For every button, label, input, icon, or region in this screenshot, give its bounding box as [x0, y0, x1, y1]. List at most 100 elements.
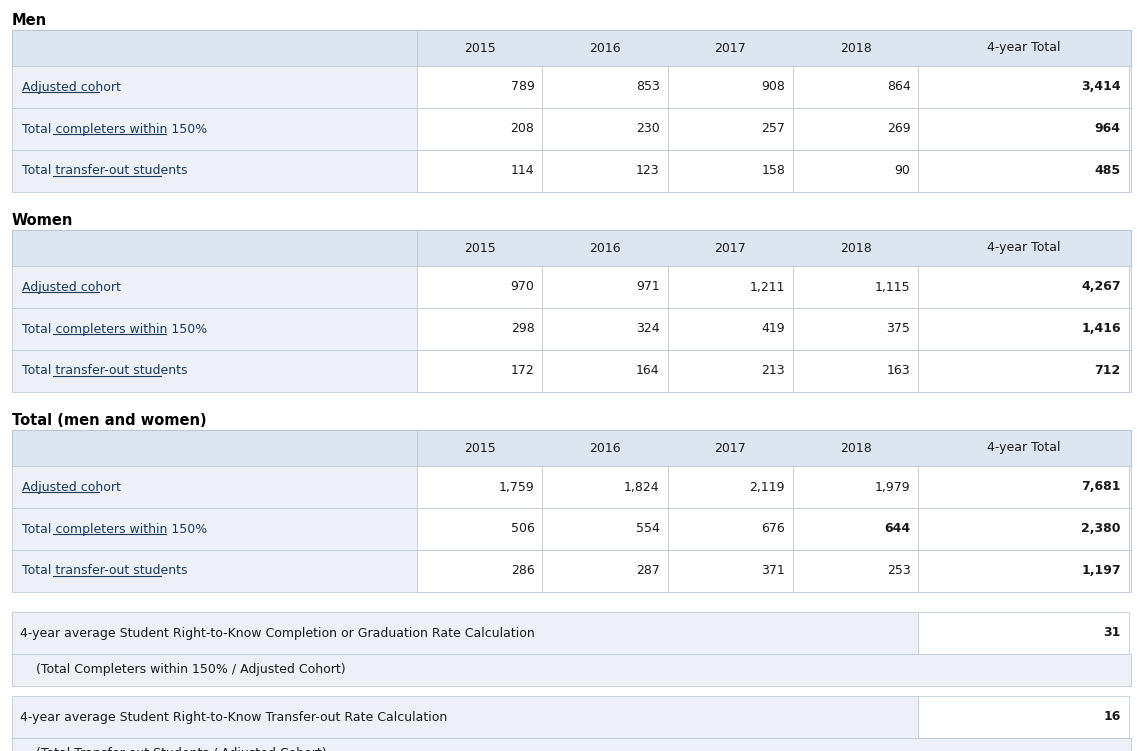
Bar: [918, 66, 1129, 108]
Bar: [417, 66, 543, 108]
Bar: [668, 266, 793, 308]
Bar: [918, 266, 1129, 308]
Text: 2018: 2018: [840, 242, 872, 255]
Text: 789: 789: [511, 80, 535, 94]
Bar: [793, 508, 918, 550]
Text: 371: 371: [761, 565, 785, 578]
Bar: [793, 466, 918, 508]
Bar: [11, 266, 1132, 308]
Text: 964: 964: [1095, 122, 1121, 135]
Bar: [668, 150, 793, 192]
Bar: [543, 550, 668, 592]
Text: 163: 163: [887, 364, 910, 378]
Bar: [543, 108, 668, 150]
Text: Adjusted cohort: Adjusted cohort: [22, 281, 121, 294]
Text: 208: 208: [511, 122, 535, 135]
Bar: [918, 612, 1129, 654]
Text: 644: 644: [885, 523, 910, 535]
Bar: [668, 466, 793, 508]
Text: 908: 908: [761, 80, 785, 94]
Text: 31: 31: [1103, 626, 1121, 640]
Text: Women: Women: [11, 213, 73, 228]
Bar: [417, 508, 543, 550]
Bar: [918, 108, 1129, 150]
Bar: [543, 66, 668, 108]
Text: 269: 269: [887, 122, 910, 135]
Text: 2018: 2018: [840, 41, 872, 55]
Text: (Total Completers within 150% / Adjusted Cohort): (Total Completers within 150% / Adjusted…: [19, 663, 345, 677]
Bar: [417, 150, 543, 192]
Text: 16: 16: [1103, 710, 1121, 723]
Bar: [668, 550, 793, 592]
Text: 1,759: 1,759: [498, 481, 535, 493]
Bar: [11, 550, 1132, 592]
Text: 90: 90: [895, 164, 910, 177]
Bar: [793, 66, 918, 108]
Text: 2016: 2016: [590, 41, 621, 55]
Bar: [918, 550, 1129, 592]
Bar: [417, 266, 543, 308]
Text: 213: 213: [761, 364, 785, 378]
Bar: [11, 508, 1132, 550]
Text: 2017: 2017: [714, 242, 746, 255]
Text: 1,979: 1,979: [874, 481, 910, 493]
Text: 4,267: 4,267: [1081, 281, 1121, 294]
Bar: [793, 266, 918, 308]
Text: 2,119: 2,119: [750, 481, 785, 493]
Text: 2016: 2016: [590, 242, 621, 255]
Text: 971: 971: [636, 281, 660, 294]
Text: 2,380: 2,380: [1081, 523, 1121, 535]
Bar: [668, 350, 793, 392]
Bar: [417, 350, 543, 392]
Text: 253: 253: [887, 565, 910, 578]
Text: 230: 230: [636, 122, 660, 135]
Bar: [668, 108, 793, 150]
Text: 4-year Total: 4-year Total: [986, 242, 1061, 255]
Text: Total completers within 150%: Total completers within 150%: [22, 523, 207, 535]
Text: 554: 554: [636, 523, 660, 535]
Bar: [11, 30, 1132, 66]
Text: 123: 123: [637, 164, 660, 177]
Bar: [11, 738, 1132, 751]
Bar: [793, 550, 918, 592]
Bar: [793, 308, 918, 350]
Bar: [543, 266, 668, 308]
Text: 158: 158: [761, 164, 785, 177]
Bar: [417, 466, 543, 508]
Bar: [417, 108, 543, 150]
Text: 506: 506: [511, 523, 535, 535]
Text: 1,824: 1,824: [624, 481, 660, 493]
Bar: [11, 430, 1132, 466]
Bar: [543, 150, 668, 192]
Text: Men: Men: [11, 13, 47, 28]
Text: Total transfer-out students: Total transfer-out students: [22, 565, 187, 578]
Bar: [918, 508, 1129, 550]
Text: Total (men and women): Total (men and women): [11, 412, 207, 427]
Bar: [918, 350, 1129, 392]
Text: (Total Transfer-out Students / Adjusted Cohort): (Total Transfer-out Students / Adjusted …: [19, 747, 327, 751]
Text: Adjusted cohort: Adjusted cohort: [22, 80, 121, 94]
Text: 676: 676: [761, 523, 785, 535]
Text: 4-year Total: 4-year Total: [986, 41, 1061, 55]
Text: 1,211: 1,211: [750, 281, 785, 294]
Text: 114: 114: [511, 164, 535, 177]
Bar: [668, 66, 793, 108]
Bar: [417, 550, 543, 592]
Text: 1,115: 1,115: [874, 281, 910, 294]
Text: 712: 712: [1095, 364, 1121, 378]
Text: 2015: 2015: [464, 442, 496, 454]
Bar: [918, 308, 1129, 350]
Bar: [793, 350, 918, 392]
Text: 2016: 2016: [590, 442, 621, 454]
Bar: [793, 150, 918, 192]
Text: 298: 298: [511, 322, 535, 336]
Text: Adjusted cohort: Adjusted cohort: [22, 481, 121, 493]
Text: 419: 419: [761, 322, 785, 336]
Text: 2017: 2017: [714, 442, 746, 454]
Bar: [918, 150, 1129, 192]
Text: Total completers within 150%: Total completers within 150%: [22, 122, 207, 135]
Bar: [11, 696, 918, 738]
Bar: [918, 696, 1129, 738]
Text: 287: 287: [636, 565, 660, 578]
Text: 2017: 2017: [714, 41, 746, 55]
